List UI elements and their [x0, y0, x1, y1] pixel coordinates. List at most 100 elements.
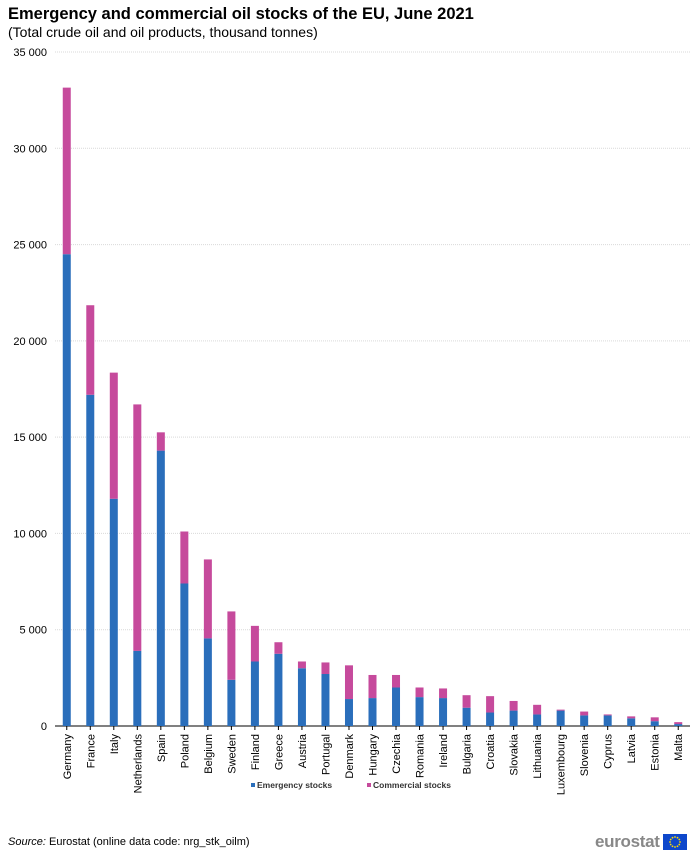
x-tick-label: Ireland — [438, 734, 450, 768]
bar-emergency-ireland — [439, 698, 448, 726]
bar-commercial-slovakia — [509, 700, 518, 711]
source-note: Source: Eurostat (online data code: nrg_… — [8, 836, 250, 848]
bar-emergency-cyprus — [603, 715, 612, 726]
eurostat-logo: eurostat — [595, 832, 687, 852]
x-tick-label: Romania — [415, 733, 427, 778]
x-tick-label: Malta — [673, 733, 685, 761]
bar-emergency-greece — [274, 653, 283, 726]
bar-commercial-germany — [62, 87, 71, 255]
x-tick-label: Spain — [156, 734, 168, 762]
bar-commercial-poland — [180, 531, 189, 584]
x-tick-label: Estonia — [650, 733, 662, 771]
bar-commercial-spain — [156, 432, 165, 451]
bar-emergency-hungary — [368, 698, 377, 726]
bar-emergency-romania — [415, 697, 424, 726]
x-tick-label: Poland — [179, 734, 191, 768]
bar-commercial-croatia — [486, 696, 495, 713]
x-tick-label: Latvia — [626, 733, 638, 763]
bar-commercial-luxembourg — [556, 709, 565, 711]
bar-emergency-germany — [62, 254, 71, 726]
y-tick-label: 5 000 — [19, 625, 47, 637]
bar-commercial-slovenia — [580, 711, 589, 716]
bar-commercial-france — [86, 305, 95, 395]
bar-emergency-austria — [297, 668, 306, 726]
legend-label: Emergency stocks — [257, 780, 332, 790]
x-tick-label: Luxembourg — [556, 734, 568, 795]
bar-commercial-finland — [250, 625, 259, 662]
x-tick-label: Cyprus — [603, 734, 615, 769]
bar-emergency-estonia — [650, 721, 659, 726]
x-tick-label: Sweden — [226, 734, 238, 774]
bar-commercial-italy — [109, 372, 118, 499]
bar-emergency-croatia — [486, 712, 495, 726]
bar-commercial-lithuania — [533, 704, 542, 715]
y-tick-label: 35 000 — [13, 47, 47, 59]
x-tick-label: Italy — [109, 734, 121, 755]
bar-commercial-romania — [415, 687, 424, 698]
x-tick-label: Netherlands — [132, 734, 144, 794]
x-tick-label: Lithuania — [532, 733, 544, 779]
x-tick-label: Belgium — [203, 734, 215, 774]
eu-flag-icon — [662, 834, 687, 850]
bar-commercial-denmark — [344, 665, 353, 700]
bar-emergency-bulgaria — [462, 707, 471, 726]
bar-emergency-spain — [156, 450, 165, 726]
bar-commercial-cyprus — [603, 714, 612, 716]
bar-commercial-austria — [297, 661, 306, 669]
x-tick-label: Germany — [62, 734, 74, 780]
x-tick-label: Austria — [297, 733, 309, 768]
x-tick-label: Czechia — [391, 733, 403, 774]
bar-commercial-czechia — [392, 674, 401, 688]
legend-label: Commercial stocks — [373, 780, 451, 790]
bar-emergency-poland — [180, 583, 189, 726]
source-label: Source: — [8, 836, 46, 848]
bar-emergency-lithuania — [533, 714, 542, 726]
y-tick-label: 0 — [41, 721, 47, 733]
y-tick-label: 30 000 — [13, 143, 47, 155]
chart-title: Emergency and commercial oil stocks of t… — [8, 5, 474, 23]
bar-commercial-greece — [274, 642, 283, 654]
y-tick-label: 20 000 — [13, 336, 47, 348]
bar-commercial-estonia — [650, 717, 659, 722]
legend-swatch — [251, 783, 255, 787]
bar-commercial-belgium — [203, 559, 212, 639]
logo-text: eurostat — [595, 832, 660, 851]
bar-emergency-sweden — [227, 679, 236, 726]
bar-emergency-netherlands — [133, 650, 142, 726]
x-tick-label: Portugal — [320, 734, 332, 775]
bar-emergency-luxembourg — [556, 710, 565, 726]
bar-commercial-latvia — [627, 716, 636, 719]
bar-commercial-bulgaria — [462, 695, 471, 708]
bar-emergency-finland — [250, 661, 259, 726]
bar-emergency-italy — [109, 498, 118, 726]
source-text: Eurostat (online data code: nrg_stk_oilm… — [48, 836, 250, 848]
bar-emergency-slovakia — [509, 710, 518, 726]
x-tick-label: Denmark — [344, 734, 356, 779]
y-tick-label: 10 000 — [13, 528, 47, 540]
bar-emergency-malta — [674, 724, 683, 726]
bar-commercial-sweden — [227, 611, 236, 680]
bar-emergency-belgium — [203, 638, 212, 726]
stacked-bar-chart: 0 5 000 10 000 15 000 20 000 25 000 30 000 35 0… — [13, 47, 690, 795]
bar-emergency-france — [86, 394, 95, 726]
chart-subtitle: (Total crude oil and oil products, thous… — [8, 24, 318, 40]
x-tick-label: Greece — [273, 734, 285, 770]
x-tick-label: Finland — [250, 734, 262, 770]
x-tick-label: Croatia — [485, 733, 497, 769]
x-tick-label: Hungary — [368, 734, 380, 776]
bar-commercial-malta — [674, 722, 683, 725]
y-tick-label: 25 000 — [13, 240, 47, 252]
legend-swatch — [367, 783, 371, 787]
x-tick-label: Bulgaria — [462, 733, 474, 774]
bar-commercial-ireland — [439, 688, 448, 699]
bar-emergency-denmark — [344, 699, 353, 726]
bar-commercial-netherlands — [133, 404, 142, 651]
x-tick-label: Slovakia — [509, 733, 521, 775]
x-tick-label: France — [85, 734, 97, 768]
bar-commercial-hungary — [368, 674, 377, 699]
y-tick-label: 15 000 — [13, 432, 47, 444]
bar-emergency-latvia — [627, 718, 636, 726]
bar-commercial-portugal — [321, 662, 330, 675]
bar-emergency-czechia — [392, 687, 401, 726]
bar-emergency-portugal — [321, 674, 330, 726]
